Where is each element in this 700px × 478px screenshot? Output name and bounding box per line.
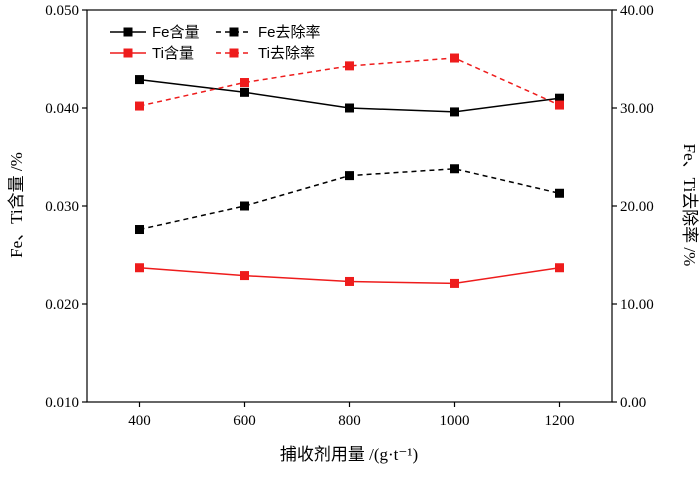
x-tick-label: 1000 <box>440 413 470 429</box>
data-point-0 <box>345 103 354 113</box>
data-point-2 <box>450 278 459 288</box>
data-point-3 <box>345 61 354 71</box>
data-point-3 <box>450 53 459 63</box>
x-tick-label: 600 <box>233 413 256 429</box>
y-left-tick-label: 0.030 <box>45 199 79 215</box>
legend-label-3: Ti去除率 <box>258 45 315 62</box>
data-point-1 <box>135 225 144 235</box>
y-right-tick-label: 10.00 <box>620 297 654 313</box>
data-point-2 <box>555 263 564 273</box>
y-right-tick-label: 0.00 <box>620 395 646 411</box>
data-point-0 <box>240 87 249 97</box>
y-right-axis-title: Fe、Ti去除率 /% <box>680 144 699 267</box>
data-point-1 <box>450 164 459 174</box>
data-point-2 <box>135 263 144 273</box>
y-right-tick-label: 30.00 <box>620 101 654 117</box>
y-right-tick-label: 40.00 <box>620 3 654 19</box>
y-left-axis-title: Fe、Ti含量 /% <box>7 152 26 258</box>
data-point-0 <box>135 75 144 85</box>
data-point-1 <box>555 188 564 198</box>
legend-marker-1 <box>229 27 239 37</box>
x-axis-title: 捕收剂用量 /(g·t⁻¹) <box>280 445 418 464</box>
legend-label-1: Fe去除率 <box>258 24 321 41</box>
y-left-tick-label: 0.010 <box>45 395 79 411</box>
y-left-tick-label: 0.040 <box>45 101 79 117</box>
legend-marker-3 <box>229 48 239 58</box>
y-left-tick-label: 0.050 <box>45 3 79 19</box>
data-point-2 <box>240 271 249 281</box>
x-tick-label: 400 <box>128 413 151 429</box>
data-point-3 <box>240 78 249 88</box>
legend-label-0: Fe含量 <box>152 24 200 41</box>
legend-label-2: Ti含量 <box>152 45 194 62</box>
data-point-1 <box>345 171 354 181</box>
data-point-0 <box>555 93 564 103</box>
data-point-3 <box>555 100 564 110</box>
data-point-3 <box>135 101 144 111</box>
legend-marker-0 <box>123 27 133 37</box>
y-left-tick-label: 0.020 <box>45 297 79 313</box>
x-tick-label: 1200 <box>545 413 575 429</box>
x-tick-label: 800 <box>338 413 361 429</box>
data-point-2 <box>345 276 354 286</box>
y-right-tick-label: 20.00 <box>620 199 654 215</box>
data-point-0 <box>450 107 459 117</box>
legend-marker-2 <box>123 48 133 58</box>
data-point-1 <box>240 201 249 211</box>
